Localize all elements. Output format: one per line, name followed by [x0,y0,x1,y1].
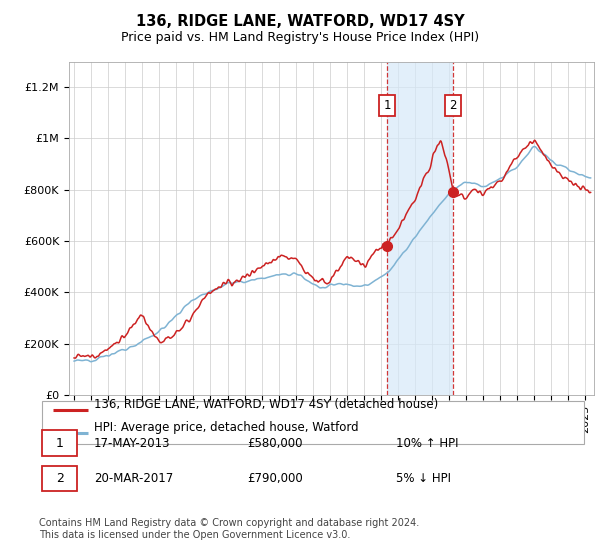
Text: 136, RIDGE LANE, WATFORD, WD17 4SY: 136, RIDGE LANE, WATFORD, WD17 4SY [136,14,464,29]
Text: 10% ↑ HPI: 10% ↑ HPI [396,437,458,450]
Text: Contains HM Land Registry data © Crown copyright and database right 2024.
This d: Contains HM Land Registry data © Crown c… [39,518,419,540]
Text: 136, RIDGE LANE, WATFORD, WD17 4SY (detached house): 136, RIDGE LANE, WATFORD, WD17 4SY (deta… [94,398,438,411]
Text: 20-MAR-2017: 20-MAR-2017 [94,472,173,485]
Text: 2: 2 [56,472,64,485]
Bar [387,62,453,395]
Text: 1: 1 [56,437,64,450]
Text: £790,000: £790,000 [248,472,304,485]
Text: £580,000: £580,000 [248,437,303,450]
Text: 17-MAY-2013: 17-MAY-2013 [94,437,170,450]
Text: 1: 1 [383,99,391,111]
Text: Price paid vs. HM Land Registry's House Price Index (HPI): Price paid vs. HM Land Registry's House … [121,31,479,44]
FancyBboxPatch shape [42,465,77,492]
Text: 5% ↓ HPI: 5% ↓ HPI [396,472,451,485]
FancyBboxPatch shape [42,430,77,456]
Text: 2: 2 [449,99,457,111]
Text: HPI: Average price, detached house, Watford: HPI: Average price, detached house, Watf… [94,421,359,434]
FancyBboxPatch shape [42,400,584,444]
